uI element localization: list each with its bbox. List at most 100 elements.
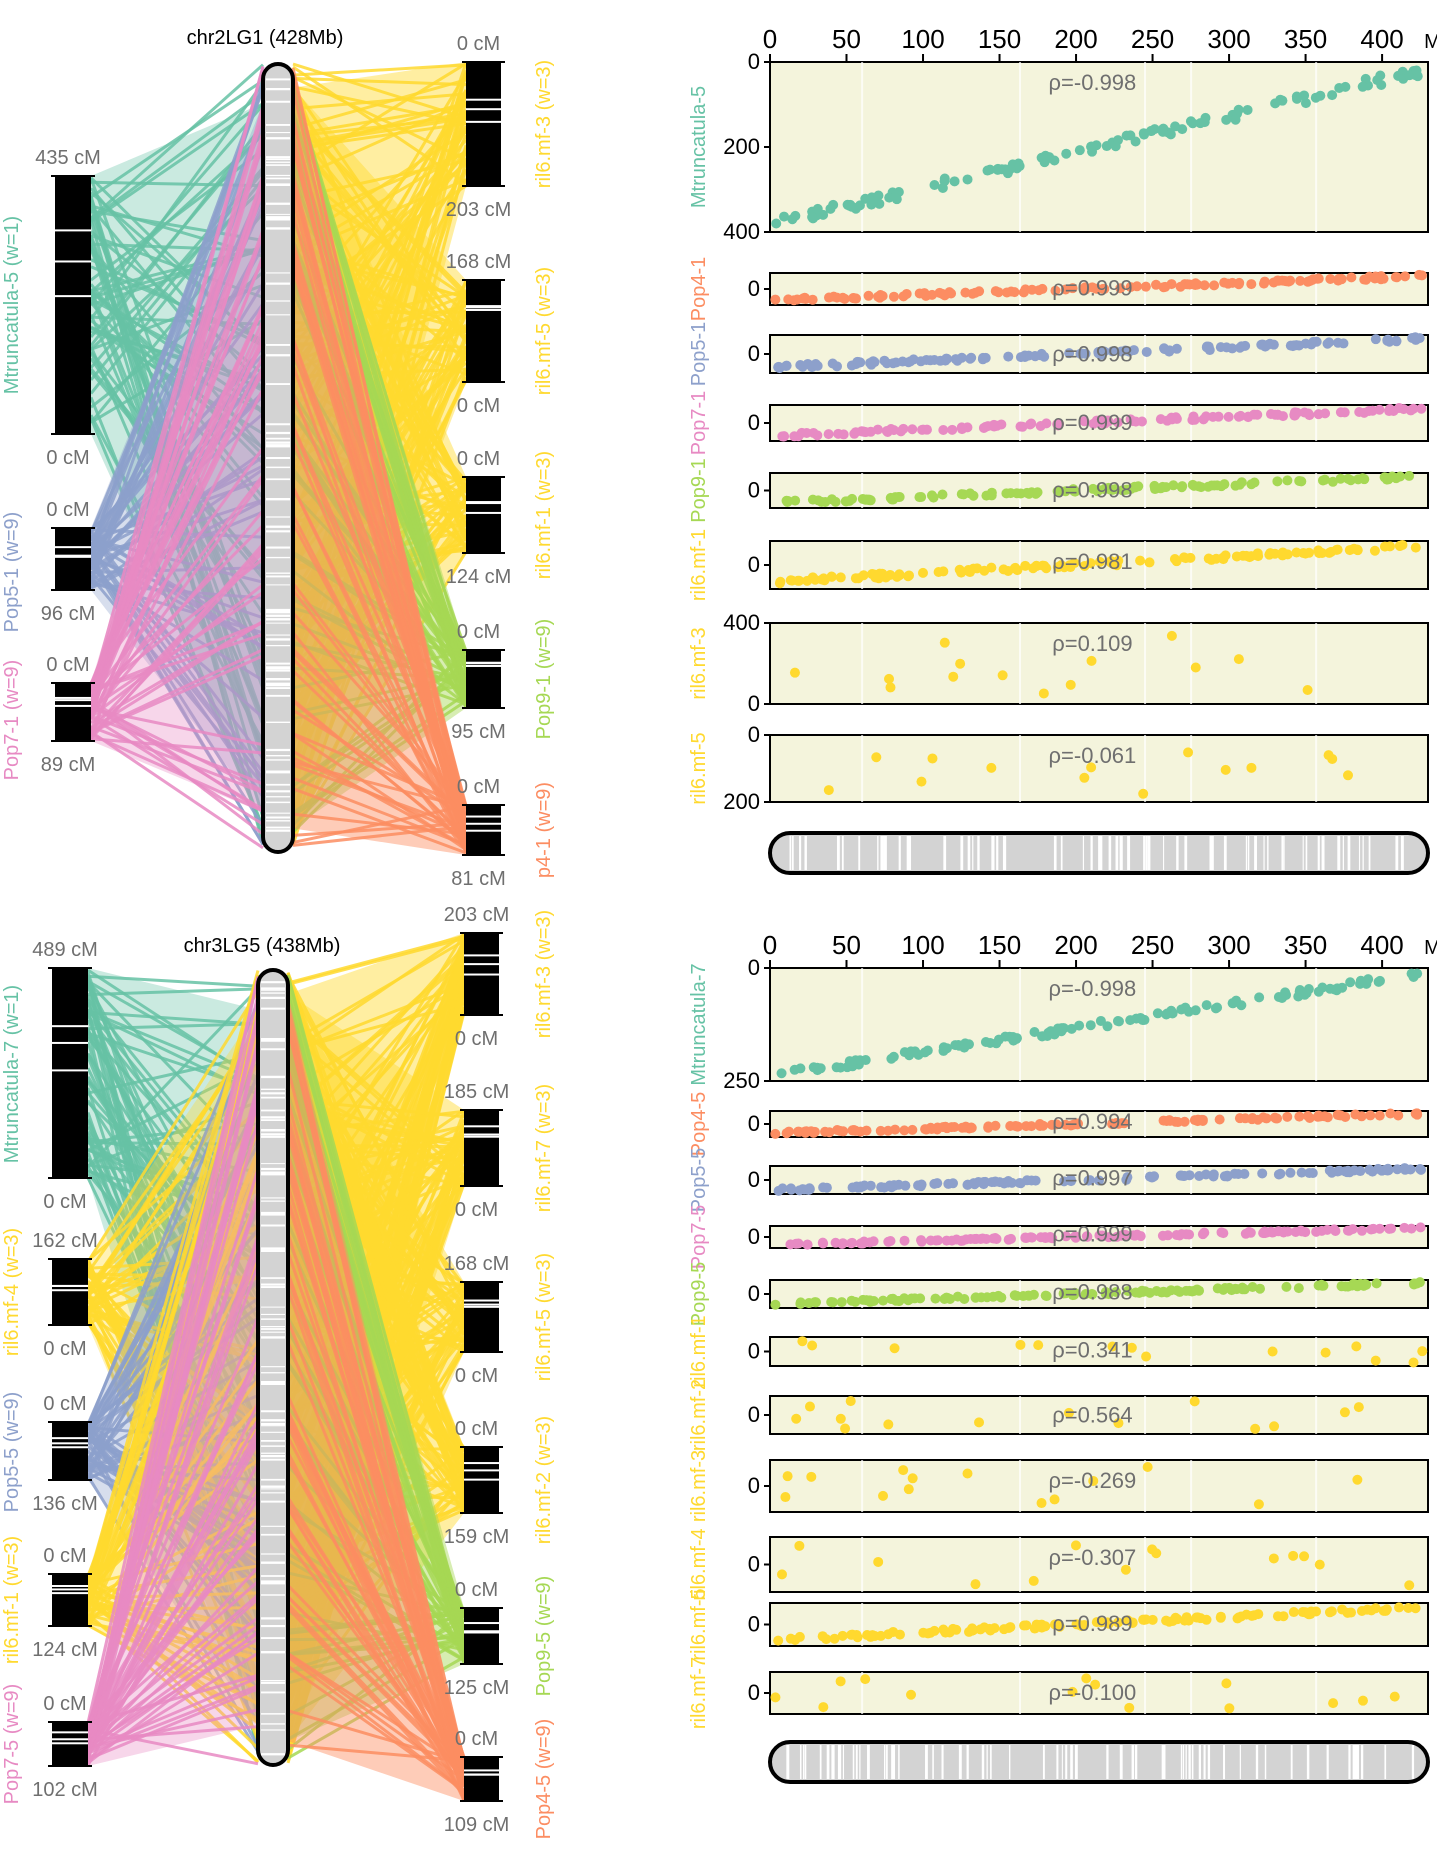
ribbon-line xyxy=(286,1477,466,1653)
map-bottom-label: 159 cM xyxy=(444,1526,510,1548)
map-bottom-label: 0 cM xyxy=(43,1191,86,1213)
dotplot-point xyxy=(1009,1290,1020,1301)
ribbon-line xyxy=(87,974,259,988)
map-marker-gap xyxy=(55,699,91,702)
dotplot-point xyxy=(1202,341,1213,352)
chromosome-bar xyxy=(768,1740,1430,1784)
dotplot-point xyxy=(888,358,899,369)
dotplot-point xyxy=(849,428,860,439)
ribbon-band xyxy=(88,1009,258,1766)
map-bottom-label: 96 cM xyxy=(41,603,95,625)
dotplot-point xyxy=(947,1623,958,1634)
dotplot-point xyxy=(1158,282,1169,293)
dotplot-point xyxy=(1296,476,1307,487)
dotplot-point xyxy=(1383,474,1394,485)
panel-series-name: ril6.mf-4 xyxy=(688,1528,710,1600)
dotplot-point xyxy=(1067,1686,1078,1697)
ribbon-line xyxy=(291,657,468,841)
dotplot-point xyxy=(832,1125,843,1136)
dotplot-point xyxy=(840,1423,851,1434)
dotplot-point xyxy=(1157,482,1168,493)
dotplot-point xyxy=(837,292,848,303)
dotplot-point xyxy=(986,762,997,773)
panel-series-name: ril6.mf-3 xyxy=(688,1450,710,1522)
dotplot-point xyxy=(916,492,927,503)
dotplot-point xyxy=(1393,1110,1404,1121)
map-top-label: 0 cM xyxy=(457,448,500,470)
ribbon-line xyxy=(86,1597,260,1754)
ribbon-line xyxy=(90,699,264,813)
dotplot-point xyxy=(939,637,950,648)
map-marker-gap xyxy=(466,308,501,311)
dotplot-point xyxy=(1221,1678,1232,1689)
x-tick-label: 100 xyxy=(901,930,944,960)
dotplot-point xyxy=(915,356,926,367)
map-marker-gap xyxy=(52,1731,88,1734)
dotplot-point xyxy=(795,1297,806,1308)
y-tick-label: 0 xyxy=(748,1402,760,1427)
dotplot-point xyxy=(1220,550,1231,561)
dotplot-point xyxy=(1277,992,1288,1003)
dotplot-point xyxy=(1283,276,1294,287)
dotplot-point xyxy=(812,430,823,441)
ribbon-line xyxy=(287,1418,465,1495)
map-bottom-label: 203 cM xyxy=(446,199,512,221)
dotplot-point xyxy=(1168,480,1179,491)
ribbon-line xyxy=(291,186,468,836)
dotplot-point xyxy=(1172,1117,1183,1128)
dotplot-point xyxy=(1388,405,1399,416)
panel-series-name: ril6.mf-2 xyxy=(688,1379,710,1451)
ribbon-line xyxy=(286,1015,466,1178)
dotplot-point xyxy=(1319,474,1330,485)
dotplot-point xyxy=(940,1627,951,1638)
map-name-label: ril6.mf-2 (w=3) xyxy=(533,1416,555,1544)
dotplot-point xyxy=(1411,1108,1422,1119)
dotplot-point xyxy=(1039,351,1050,362)
dotplot-point xyxy=(1201,1000,1212,1011)
dotplot-point xyxy=(1131,281,1142,292)
map-marker-gap xyxy=(464,963,499,966)
dotplot-point xyxy=(860,1674,871,1685)
dotplot-point xyxy=(802,1239,813,1250)
dotplot-point xyxy=(1024,1290,1035,1301)
map-marker-gap xyxy=(466,829,501,832)
dotplot-point xyxy=(1079,772,1090,783)
dotplot-point xyxy=(1032,487,1043,498)
map-name-label: Pop9-5 (w=9) xyxy=(533,1576,555,1697)
dotplot-point xyxy=(1404,1580,1415,1591)
dotplot-point xyxy=(846,360,857,371)
dotplot-point xyxy=(1193,481,1204,492)
dotplot-point xyxy=(1268,1553,1279,1564)
y-tick-label: 0 xyxy=(748,691,760,716)
dotplot-point xyxy=(1247,1282,1258,1293)
dotplot-point xyxy=(1070,1231,1081,1242)
dotplot-point xyxy=(1416,1164,1427,1175)
ribbon-line xyxy=(292,63,467,77)
dotplot-point xyxy=(947,424,958,435)
ribbon-line xyxy=(287,1655,465,1792)
dotplot-point xyxy=(1262,1227,1273,1238)
dotplot-point xyxy=(976,1292,987,1303)
map-name-label: Pop4-5 (w=9) xyxy=(533,1719,555,1840)
map-marker-gap xyxy=(464,973,499,976)
dotplot-point xyxy=(1230,1283,1241,1294)
ribbon-line xyxy=(286,1277,466,1797)
dotplot-point xyxy=(1403,1603,1414,1614)
map-bottom-label: 0 cM xyxy=(455,1028,498,1050)
map-top-label: 0 cM xyxy=(455,1579,498,1601)
dotplot-point xyxy=(1142,1462,1153,1473)
rho-label: ρ=0.994 xyxy=(1052,1109,1132,1134)
dotplot-point xyxy=(1103,416,1114,427)
dotplot-point xyxy=(1064,560,1075,571)
dotplot-point xyxy=(1074,145,1085,156)
ribbon-line xyxy=(286,1528,466,1784)
ribbon-line xyxy=(90,619,264,724)
dotplot-point xyxy=(1222,1170,1233,1181)
dotplot-point xyxy=(1036,1498,1047,1509)
dotplot-point xyxy=(917,424,928,435)
panel-series-name: Pop5-5 xyxy=(688,1148,710,1213)
dotplot-point xyxy=(1135,555,1146,566)
ribbon-line xyxy=(292,812,467,836)
dotplot-point xyxy=(920,290,931,301)
map-bottom-label: 95 cM xyxy=(451,721,505,743)
